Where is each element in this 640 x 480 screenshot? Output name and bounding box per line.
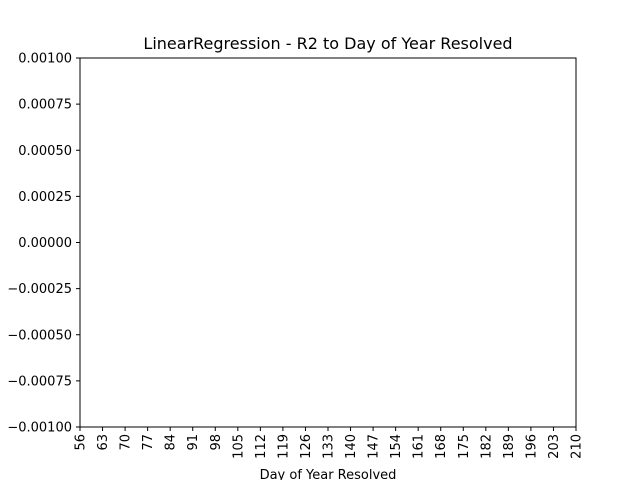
x-tick-label: 140 (344, 434, 359, 459)
x-tick-label: 84 (164, 434, 179, 451)
x-tick-label: 133 (322, 434, 337, 459)
x-tick-label: 105 (231, 434, 246, 459)
x-tick-label: 147 (367, 434, 382, 459)
x-tick-label: 63 (96, 434, 111, 451)
x-tick-label: 119 (276, 434, 291, 459)
x-tick-label: 189 (502, 434, 517, 459)
x-axis: 56 63 70 77 84 91 98 105 112 119 126 133 140 147 154 16… (74, 427, 585, 459)
x-tick-label: 161 (412, 434, 427, 459)
y-axis: 0.00100 0.00075 0.00050 0.00025 0.00000 −0.00… (7, 52, 80, 436)
chart-title: LinearRegression - R2 to Day of Year Res… (143, 34, 512, 53)
y-tick-label: 0.00050 (18, 144, 72, 159)
y-tick-label: 0.00025 (18, 190, 72, 205)
y-tick-label: −0.00100 (7, 421, 72, 436)
y-tick-label: 0.00000 (18, 236, 72, 251)
x-tick-label: 203 (547, 434, 562, 459)
x-tick-label: 70 (119, 434, 134, 451)
x-tick-label: 154 (389, 434, 404, 459)
x-tick-label: 196 (524, 434, 539, 459)
y-tick-label: −0.00025 (7, 282, 72, 297)
x-tick-label: 210 (570, 434, 585, 459)
plot-area (79, 57, 577, 428)
y-tick-label: 0.00075 (18, 98, 72, 113)
x-tick-label: 98 (209, 434, 224, 451)
x-axis-label: Day of Year Resolved (260, 468, 397, 480)
x-tick-label: 112 (254, 434, 269, 459)
x-tick-label: 168 (434, 434, 449, 459)
y-tick-label: −0.00075 (7, 374, 72, 389)
x-tick-label: 91 (186, 434, 201, 451)
x-tick-label: 56 (74, 434, 89, 451)
y-tick-label: 0.00100 (18, 52, 72, 67)
y-tick-label: −0.00050 (7, 328, 72, 343)
x-tick-label: 175 (457, 434, 472, 459)
x-tick-label: 126 (299, 434, 314, 459)
x-tick-label: 182 (479, 434, 494, 459)
x-tick-label: 77 (141, 434, 156, 451)
